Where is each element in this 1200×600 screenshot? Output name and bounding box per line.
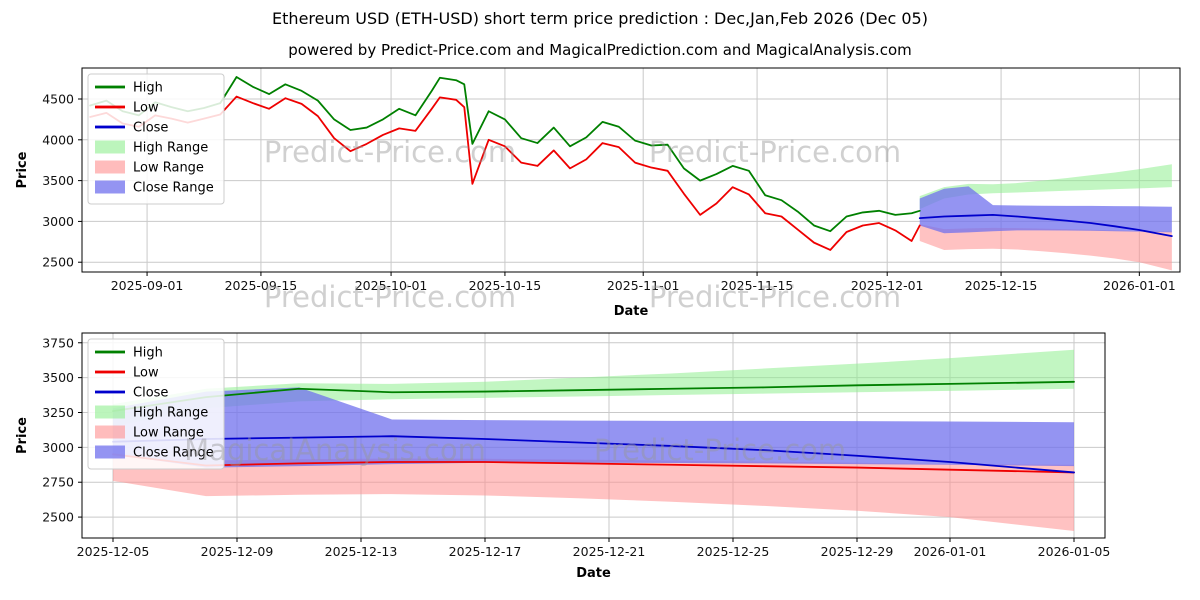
- x-tick-label: 2025-12-05: [77, 544, 150, 559]
- x-tick-label: 2026-01-01: [914, 544, 987, 559]
- x-tick-label: 2025-11-01: [607, 278, 680, 293]
- band-low-range: [919, 224, 1172, 271]
- legend-line-sample: [95, 350, 125, 354]
- x-tick-label: 2025-12-15: [965, 278, 1038, 293]
- series-high-line: [89, 76, 921, 233]
- legend-label: Low: [133, 101, 159, 116]
- legend-label: Low Range: [133, 426, 204, 441]
- x-axis-label: Date: [576, 566, 611, 581]
- legend-label: High Range: [133, 141, 208, 156]
- legend-patch-sample: [95, 405, 125, 419]
- legend-line-sample: [95, 105, 125, 109]
- x-tick-label: 2025-12-25: [697, 544, 770, 559]
- x-tick-label: 2025-12-29: [821, 544, 894, 559]
- figure-subtitle: powered by Predict-Price.com and Magical…: [288, 41, 912, 59]
- y-axis-label: Price: [15, 151, 30, 188]
- band-high-range: [113, 349, 1074, 427]
- x-tick-label: 2025-12-17: [449, 544, 522, 559]
- y-tick-label: 3750: [42, 335, 74, 350]
- series-close-line: [918, 213, 1173, 237]
- figure-title: Ethereum USD (ETH-USD) short term price …: [272, 9, 928, 28]
- y-axis-label: Price: [15, 417, 30, 454]
- legend-patch-sample: [95, 140, 125, 154]
- y-tick-label: 4500: [42, 92, 74, 107]
- y-tick-label: 2500: [42, 510, 74, 525]
- y-tick-label: 2750: [42, 475, 74, 490]
- y-tick-label: 3250: [42, 405, 74, 420]
- legend-label: High Range: [133, 406, 208, 421]
- y-tick-label: 3000: [42, 440, 74, 455]
- series-low-line: [89, 95, 921, 251]
- band-close-range: [919, 186, 1172, 234]
- legend: High Low Close High Range Low Range Close Ran…: [87, 73, 225, 205]
- legend-label: High: [133, 81, 163, 96]
- x-tick-label: 2025-12-01: [851, 278, 924, 293]
- band-close-range: [113, 387, 1074, 468]
- y-tick-label: 3500: [42, 173, 74, 188]
- y-tick-label: 3500: [42, 370, 74, 385]
- chart-forecast-detail: 2025-12-05 2025-12-09 2025-12-13 2025-12-17…: [15, 332, 1111, 581]
- legend-label: Close Range: [133, 446, 214, 461]
- legend-label: Low Range: [133, 161, 204, 176]
- x-tick-label: 2025-09-15: [225, 278, 298, 293]
- x-tick-label: 2025-09-01: [111, 278, 184, 293]
- legend-patch-sample: [95, 425, 125, 439]
- legend-patch-sample: [95, 180, 125, 194]
- x-tick-label: 2026-01-01: [1103, 278, 1176, 293]
- legend-label: Close Range: [133, 181, 214, 196]
- legend-line-sample: [95, 370, 125, 374]
- legend-line-sample: [95, 390, 125, 394]
- x-tick-label: 2025-10-01: [355, 278, 428, 293]
- legend-patch-sample: [95, 445, 125, 459]
- band-high-range: [919, 164, 1172, 210]
- legend-label: Close: [133, 121, 168, 136]
- band-low-range: [113, 452, 1074, 532]
- y-tick-label: 2500: [42, 255, 74, 270]
- y-tick-label: 3000: [42, 214, 74, 229]
- legend-label: Low: [133, 366, 159, 381]
- legend-patch-sample: [95, 160, 125, 174]
- legend-line-sample: [95, 125, 125, 129]
- legend: High Low Close High Range Low Range Close Ran…: [87, 338, 225, 470]
- x-tick-label: 2025-10-15: [469, 278, 542, 293]
- series-low-line: [112, 453, 1075, 474]
- x-tick-label: 2025-12-09: [201, 544, 274, 559]
- x-tick-label: 2025-12-21: [573, 544, 646, 559]
- series-close-line: [112, 435, 1075, 474]
- x-tick-label: 2025-11-15: [721, 278, 794, 293]
- plot-border: [81, 67, 1181, 273]
- chart-overview: 2025-09-01 2025-09-15 2025-10-01 2025-10-15…: [15, 67, 1181, 319]
- legend-label: High: [133, 346, 163, 361]
- y-tick-label: 4000: [42, 132, 74, 147]
- x-tick-label: 2025-12-13: [325, 544, 398, 559]
- legend-line-sample: [95, 85, 125, 89]
- x-axis-label: Date: [614, 304, 649, 319]
- x-tick-label: 2026-01-05: [1038, 544, 1111, 559]
- legend-label: Close: [133, 386, 168, 401]
- plot-border: [81, 332, 1106, 539]
- series-high-line: [112, 380, 1075, 412]
